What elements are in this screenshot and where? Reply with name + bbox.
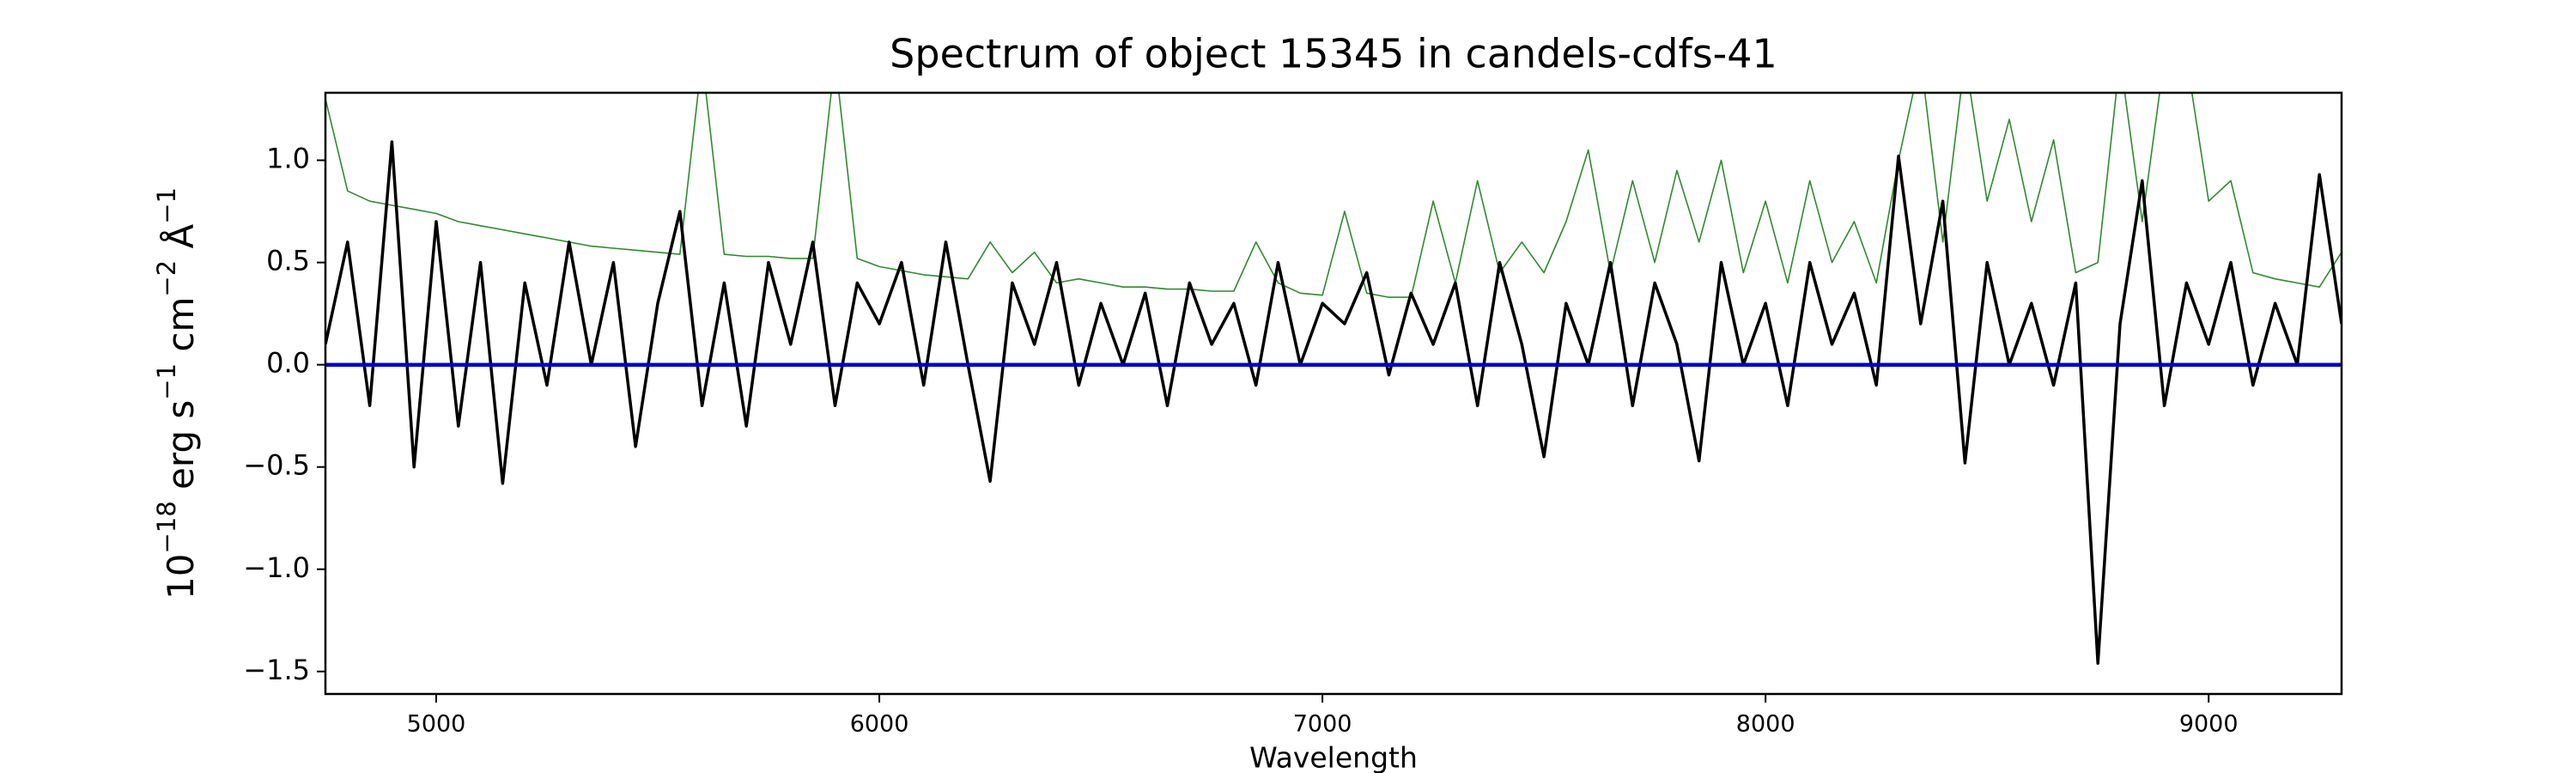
y-tick-label: 0.5 xyxy=(266,245,310,277)
plot-area xyxy=(325,93,2342,666)
y-label-part: cm xyxy=(160,297,202,363)
y-tick-label: −1.0 xyxy=(243,551,310,584)
x-tick-label: 8000 xyxy=(1736,711,1795,738)
y-label-part: −1 xyxy=(152,363,181,400)
x-tick-label: 6000 xyxy=(850,711,909,738)
y-label-part: −1 xyxy=(152,187,181,224)
x-axis-label: Wavelength xyxy=(1249,741,1418,773)
y-tick-label: 1.0 xyxy=(266,143,310,175)
x-tick-label: 5000 xyxy=(407,711,466,738)
spectrum-line xyxy=(325,140,2342,666)
y-axis-label: 10−18 erg s−1 cm−2 Å−1 xyxy=(152,187,202,600)
y-label-part: Å xyxy=(159,224,202,260)
y-tick-label: −1.5 xyxy=(243,654,310,686)
y-label-part: −2 xyxy=(152,260,181,297)
y-tick-label: 0.0 xyxy=(266,347,310,380)
y-tick-label: −0.5 xyxy=(243,449,310,482)
spectrum-line xyxy=(325,93,2342,298)
x-tick-label: 9000 xyxy=(2179,711,2239,738)
y-label-part: −18 xyxy=(152,501,181,553)
y-label-part: 10 xyxy=(160,554,202,600)
y-label-part: erg s xyxy=(160,400,202,502)
x-tick-label: 7000 xyxy=(1293,711,1352,738)
chart-title: Spectrum of object 15345 in candels-cdfs… xyxy=(890,31,1777,77)
axes-frame xyxy=(324,91,2343,696)
